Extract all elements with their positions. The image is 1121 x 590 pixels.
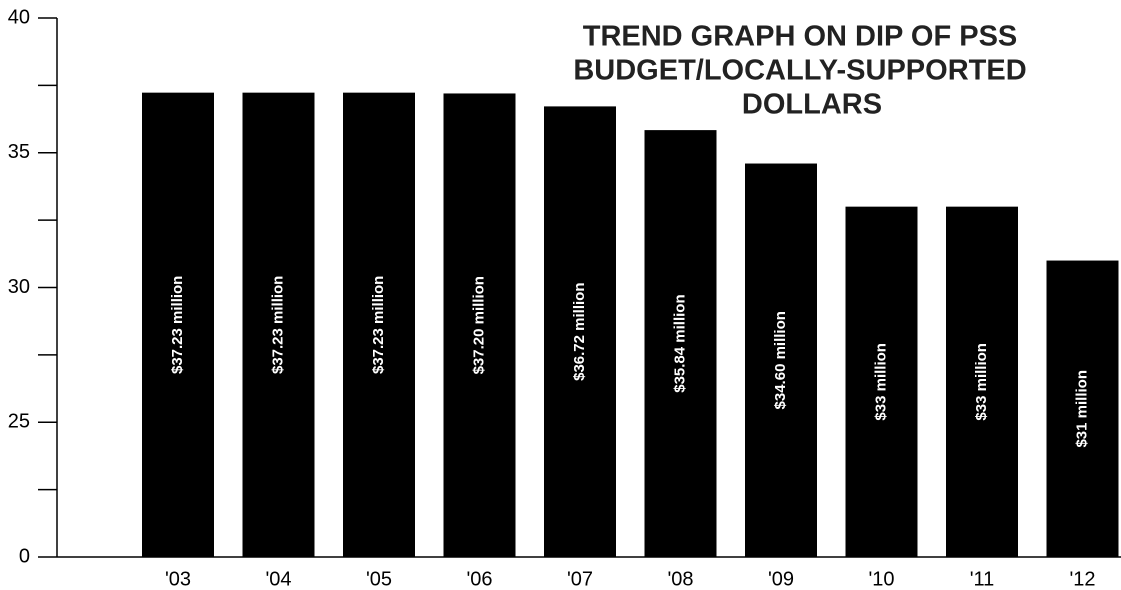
bar — [544, 106, 616, 558]
y-tick-label: 0 — [19, 545, 30, 567]
bar — [845, 206, 918, 557]
value-label: $37.23 million — [169, 276, 186, 374]
x-tick-label: '09 — [768, 568, 794, 590]
bar — [443, 93, 516, 558]
x-tick-label: '06 — [466, 568, 492, 590]
x-tick-label: '03 — [165, 568, 191, 590]
y-tick-label: 30 — [8, 276, 30, 298]
value-label: $35.84 million — [671, 294, 688, 392]
x-tick-label: '04 — [265, 568, 291, 590]
bar — [644, 130, 717, 557]
value-label: $34.60 million — [772, 311, 789, 409]
value-label: $37.20 million — [470, 276, 487, 374]
bar — [343, 92, 415, 558]
value-label: $31 million — [1073, 370, 1090, 448]
y-tick-label: 40 — [8, 6, 30, 28]
x-tick-label: '05 — [366, 568, 392, 590]
bar — [242, 92, 315, 558]
bar — [1046, 260, 1119, 557]
value-label: $37.23 million — [269, 276, 286, 374]
x-tick-label: '12 — [1069, 568, 1095, 590]
y-tick-label: 25 — [8, 411, 30, 433]
bar — [946, 206, 1018, 557]
value-label: $33 million — [973, 343, 990, 421]
x-tick-label: '08 — [667, 568, 693, 590]
value-label: $36.72 million — [571, 283, 588, 381]
x-tick-label: '10 — [868, 568, 894, 590]
chart-title: DOLLARS — [742, 89, 882, 121]
y-tick-label: 35 — [8, 141, 30, 163]
value-label: $33 million — [872, 343, 889, 421]
x-tick-label: '11 — [970, 568, 995, 590]
bar — [142, 92, 214, 558]
bar — [745, 163, 817, 557]
chart-title: BUDGET/LOCALLY-SUPPORTED — [573, 55, 1026, 87]
x-tick-label: '07 — [567, 568, 593, 590]
value-label: $37.23 million — [370, 276, 387, 374]
chart-title: TREND GRAPH ON DIP OF PSS — [583, 21, 1018, 53]
